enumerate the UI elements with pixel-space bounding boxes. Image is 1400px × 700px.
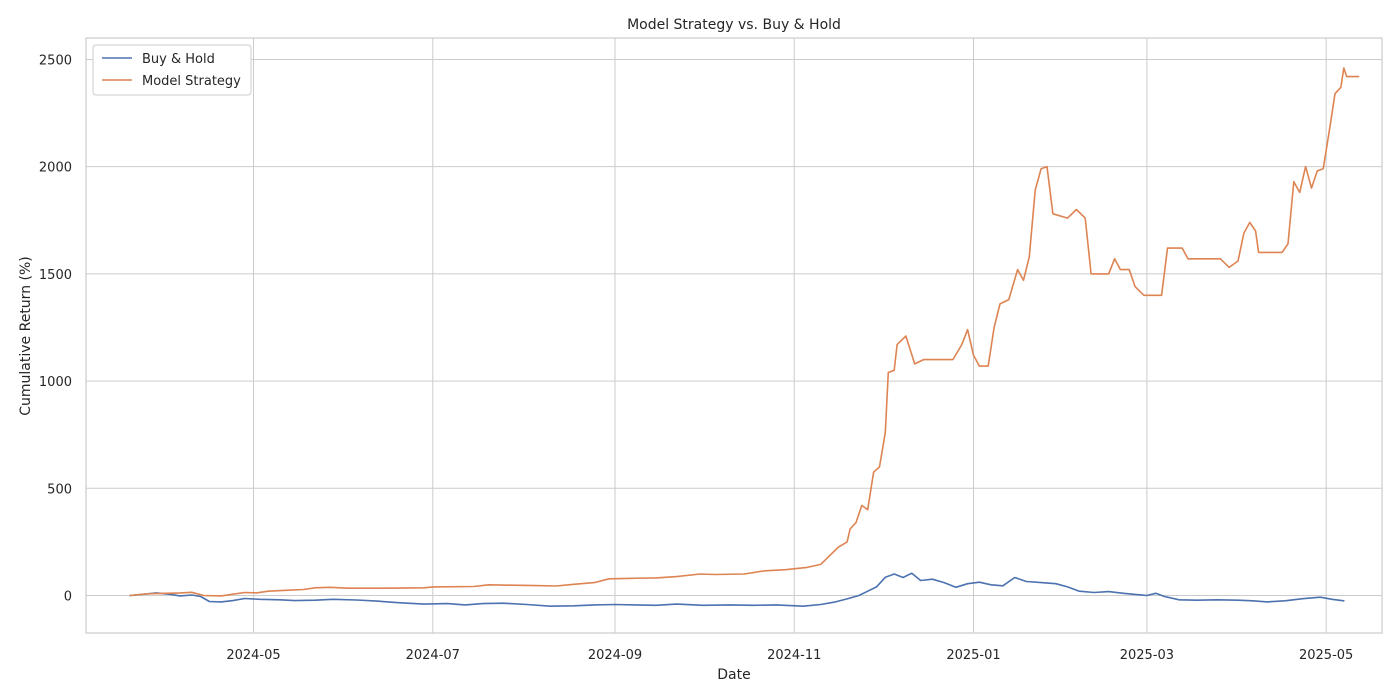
y-tick-label: 500: [47, 482, 72, 497]
legend-box: [92, 44, 252, 96]
chart-title: Model Strategy vs. Buy & Hold: [627, 17, 841, 33]
series-line-model-strategy: [129, 67, 1360, 597]
x-tick-label: 2024-05: [226, 648, 280, 663]
x-axis-ticks: 2024-05 2024-07 2024-09 2024-11 2025-01 2025-…: [226, 648, 1353, 663]
series-line-buy-hold: [129, 572, 1345, 608]
grid: [86, 38, 1382, 633]
y-tick-label: 2500: [39, 53, 72, 68]
x-axis-label: Date: [717, 667, 750, 683]
y-axis-label: Cumulative Return (%): [18, 256, 34, 416]
legend-label-buy-hold: Buy & Hold: [142, 52, 215, 67]
series-layer: [129, 67, 1360, 608]
plot-frame: [85, 37, 1383, 634]
legend: Buy & Hold Model Strategy: [92, 44, 252, 96]
x-tick-label: 2025-05: [1299, 648, 1353, 663]
x-tick-label: 2025-01: [946, 648, 1000, 663]
x-tick-label: 2025-03: [1120, 648, 1174, 663]
y-tick-label: 2000: [39, 161, 72, 176]
legend-label-model-strategy: Model Strategy: [142, 74, 241, 89]
x-tick-label: 2024-11: [767, 648, 821, 663]
x-tick-label: 2024-07: [406, 648, 460, 663]
y-axis-ticks: 0 500 1000 1500 2000 2500: [39, 53, 72, 604]
x-tick-label: 2024-09: [588, 648, 642, 663]
y-tick-label: 1000: [39, 375, 72, 390]
y-tick-label: 1500: [39, 268, 72, 283]
y-tick-label: 0: [64, 589, 72, 604]
